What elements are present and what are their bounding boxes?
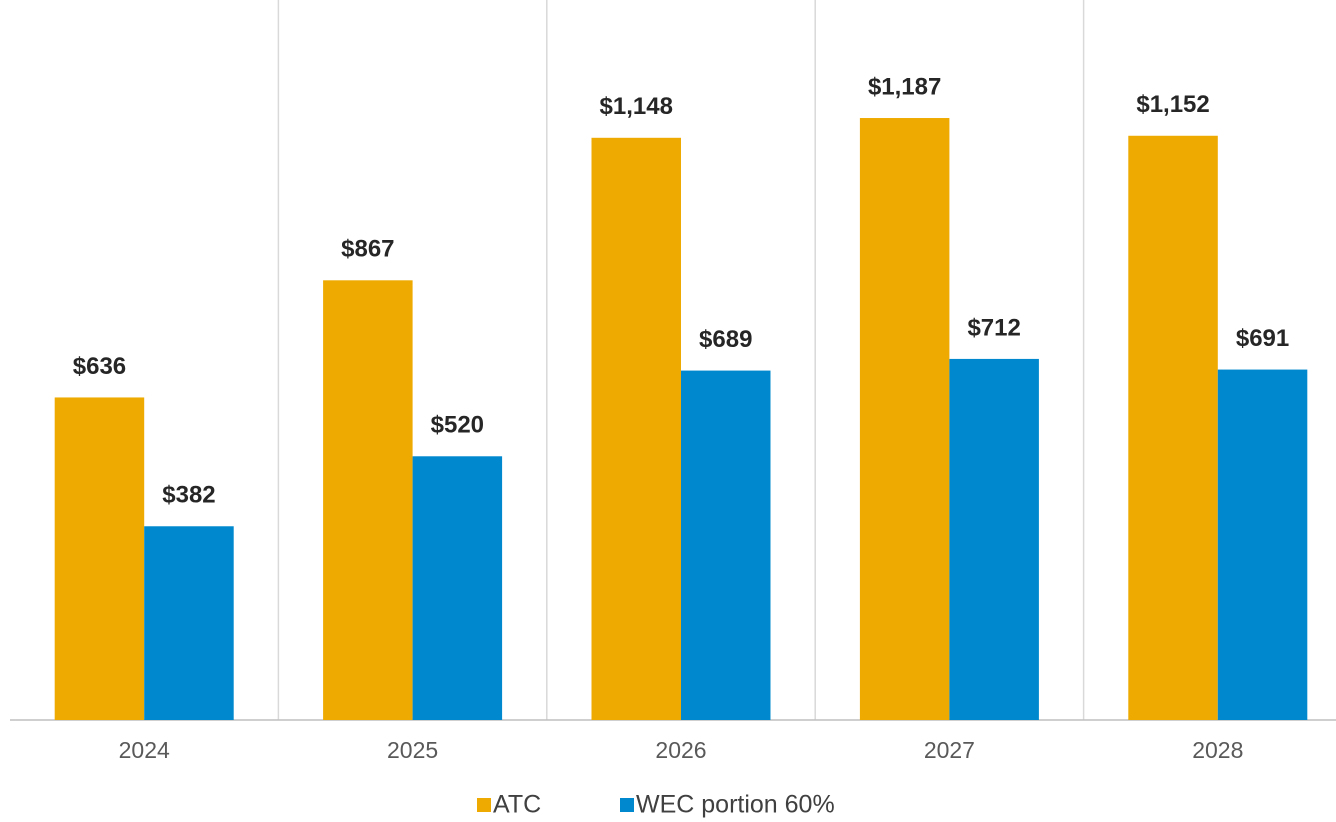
data-label: $689 — [699, 326, 752, 353]
bar — [681, 370, 771, 720]
bar — [412, 456, 503, 720]
legend-label: ATC — [493, 791, 541, 819]
x-tick-label: 2027 — [924, 737, 975, 763]
data-label: $691 — [1236, 325, 1289, 352]
bar — [54, 397, 145, 720]
x-tick-label: 2025 — [387, 737, 438, 763]
bar — [859, 118, 950, 721]
legend-swatch — [620, 798, 634, 812]
bar — [144, 526, 234, 720]
data-label: $1,152 — [1136, 91, 1209, 118]
bar — [323, 280, 413, 720]
data-label: $712 — [967, 314, 1020, 341]
bar — [1217, 369, 1308, 720]
data-label: $382 — [162, 482, 215, 509]
bar — [949, 358, 1039, 720]
data-label: $636 — [73, 353, 126, 380]
x-tick-label: 2026 — [655, 737, 706, 763]
bar — [1128, 135, 1218, 720]
legend-swatch — [477, 798, 491, 812]
legend-label: WEC portion 60% — [636, 791, 835, 819]
data-label: $1,148 — [600, 93, 673, 120]
data-label: $867 — [341, 236, 394, 263]
x-tick-label: 2024 — [119, 737, 170, 763]
data-label: $1,187 — [868, 73, 941, 100]
bar — [591, 137, 681, 721]
x-tick-label: 2028 — [1192, 737, 1243, 763]
data-label: $520 — [431, 412, 484, 439]
